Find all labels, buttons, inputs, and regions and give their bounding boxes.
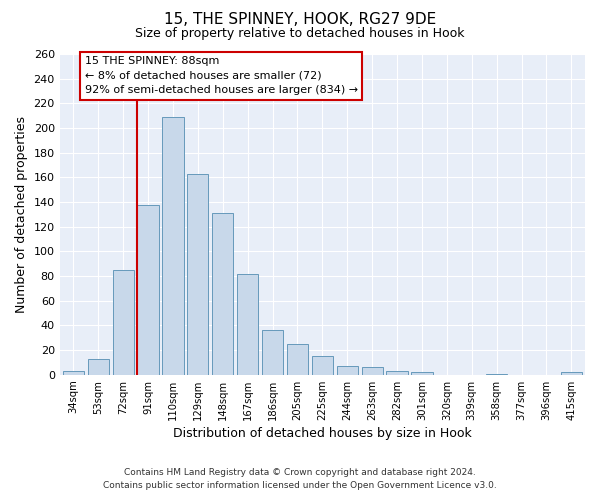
Bar bbox=[486, 374, 507, 375]
Bar bbox=[362, 368, 383, 375]
X-axis label: Distribution of detached houses by size in Hook: Distribution of detached houses by size … bbox=[173, 427, 472, 440]
Text: 15 THE SPINNEY: 88sqm
← 8% of detached houses are smaller (72)
92% of semi-detac: 15 THE SPINNEY: 88sqm ← 8% of detached h… bbox=[85, 56, 358, 96]
Bar bbox=[561, 372, 582, 375]
Bar bbox=[137, 204, 158, 375]
Bar bbox=[386, 371, 407, 375]
Text: 15, THE SPINNEY, HOOK, RG27 9DE: 15, THE SPINNEY, HOOK, RG27 9DE bbox=[164, 12, 436, 28]
Bar bbox=[287, 344, 308, 375]
Bar bbox=[212, 213, 233, 375]
Text: Contains HM Land Registry data © Crown copyright and database right 2024.
Contai: Contains HM Land Registry data © Crown c… bbox=[103, 468, 497, 490]
Bar bbox=[63, 371, 84, 375]
Bar bbox=[412, 372, 433, 375]
Bar bbox=[337, 366, 358, 375]
Bar bbox=[88, 359, 109, 375]
Bar bbox=[312, 356, 333, 375]
Bar bbox=[187, 174, 208, 375]
Bar bbox=[262, 330, 283, 375]
Text: Size of property relative to detached houses in Hook: Size of property relative to detached ho… bbox=[135, 28, 465, 40]
Bar bbox=[163, 117, 184, 375]
Bar bbox=[237, 274, 258, 375]
Y-axis label: Number of detached properties: Number of detached properties bbox=[15, 116, 28, 313]
Bar bbox=[113, 270, 134, 375]
